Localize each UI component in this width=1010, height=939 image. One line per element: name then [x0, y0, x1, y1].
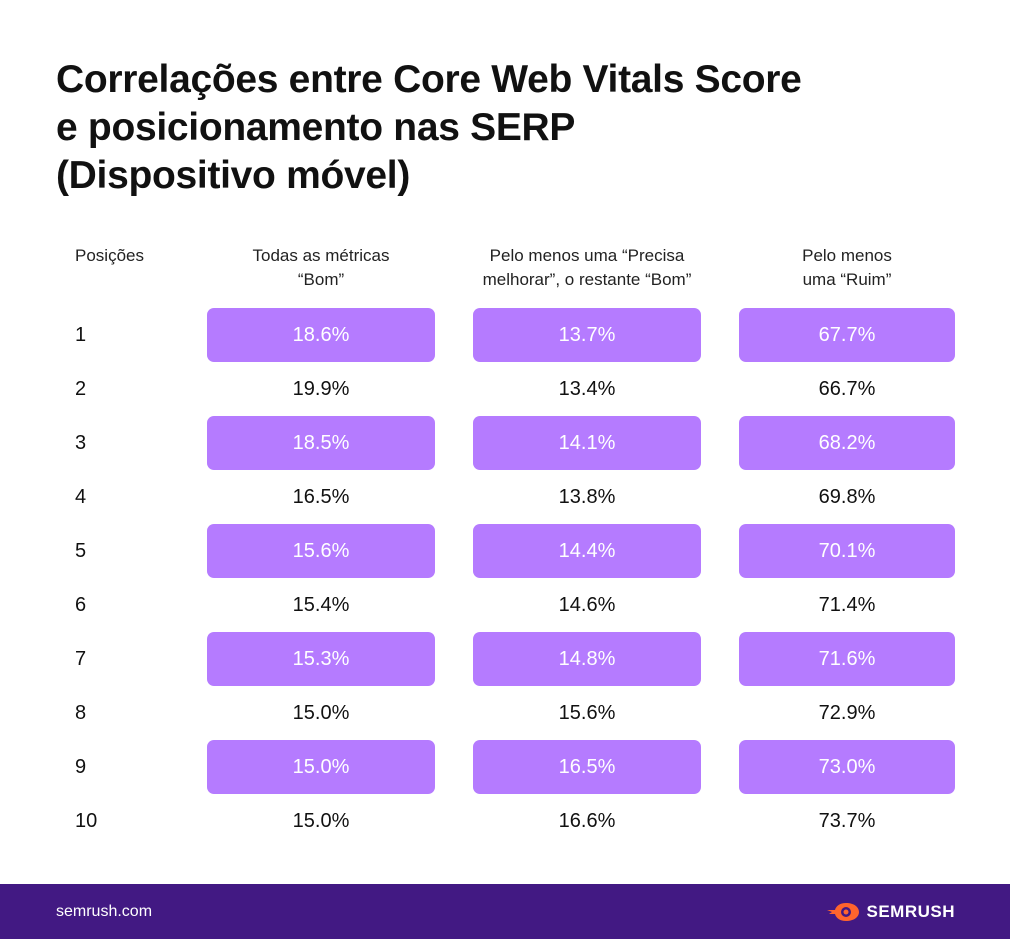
value-cell-c3: 68.2% [739, 416, 955, 470]
rank-label: 4 [75, 486, 87, 508]
rank-label: 8 [75, 702, 87, 724]
value-cell-c3: 71.6% [739, 632, 955, 686]
value-cell-c3: 67.7% [739, 308, 955, 362]
semrush-logo: SEMRUSH [826, 884, 955, 939]
table-row: 5 15.6% 14.4% 70.1% [0, 524, 1010, 578]
table-row: 8 15.0% 15.6% 72.9% [0, 686, 1010, 740]
rank-label: 2 [75, 378, 87, 400]
table-row: 9 15.0% 16.5% 73.0% [0, 740, 1010, 794]
chart-title: Correlações entre Core Web Vitals Score … [56, 56, 956, 200]
value-cell-c1: 15.0% [292, 702, 350, 724]
value-cell-c1: 15.3% [207, 632, 435, 686]
value-cell-c2: 13.7% [473, 308, 701, 362]
table-row: 10 15.0% 16.6% 73.7% [0, 794, 1010, 848]
value-cell-c1: 15.4% [292, 594, 350, 616]
header-label: Todas as métricas [252, 246, 390, 265]
value-cell-c2: 16.6% [558, 810, 616, 832]
value-cell-c3: 66.7% [818, 378, 876, 400]
value-cell-c1: 15.0% [292, 810, 350, 832]
header-label: melhorar”, o restante “Bom” [482, 270, 692, 289]
value-cell-c3: 69.8% [818, 486, 876, 508]
value-cell-c2: 13.8% [558, 486, 616, 508]
header-col3: Pelo menos uma “Ruim” [739, 244, 955, 292]
rank-label: 7 [75, 648, 87, 670]
table-row: 3 18.5% 14.1% 68.2% [0, 416, 1010, 470]
title-line: (Dispositivo móvel) [56, 154, 411, 197]
value-cell-c2: 14.6% [558, 594, 616, 616]
header-label: Pelo menos [802, 246, 892, 265]
value-cell-c1: 15.6% [207, 524, 435, 578]
title-line: Correlações entre Core Web Vitals Score [56, 58, 802, 101]
value-cell-c1: 16.5% [292, 486, 350, 508]
rank-label: 5 [75, 540, 87, 562]
value-cell-c2: 15.6% [558, 702, 616, 724]
footer-bar: semrush.com SEMRUSH [0, 884, 1010, 939]
rank-label: 1 [75, 324, 87, 346]
value-cell-c2: 14.4% [473, 524, 701, 578]
header-col1: Todas as métricas “Bom” [207, 244, 435, 292]
table-row: 7 15.3% 14.8% 71.6% [0, 632, 1010, 686]
footer-site: semrush.com [56, 903, 153, 920]
table-row: 4 16.5% 13.8% 69.8% [0, 470, 1010, 524]
semrush-fire-icon [827, 902, 860, 921]
header-label: Posições [75, 246, 144, 265]
table-row: 6 15.4% 14.6% 71.4% [0, 578, 1010, 632]
value-cell-c3: 71.4% [818, 594, 876, 616]
value-cell-c1: 19.9% [292, 378, 350, 400]
rank-label: 6 [75, 594, 87, 616]
header-label: uma “Ruim” [802, 270, 892, 289]
title-line: e posicionamento nas SERP [56, 106, 576, 149]
value-cell-c2: 14.8% [473, 632, 701, 686]
header-col2: Pelo menos uma “Precisa melhorar”, o res… [463, 244, 711, 292]
value-cell-c2: 14.1% [473, 416, 701, 470]
value-cell-c3: 73.7% [818, 810, 876, 832]
rank-label: 3 [75, 432, 87, 454]
header-label: Pelo menos uma “Precisa [489, 246, 685, 265]
value-cell-c3: 73.0% [739, 740, 955, 794]
value-cell-c1: 18.6% [207, 308, 435, 362]
rank-label: 10 [75, 810, 98, 832]
brand-name: SEMRUSH [866, 901, 955, 921]
value-cell-c1: 15.0% [207, 740, 435, 794]
header-positions: Posições [75, 244, 144, 268]
value-cell-c3: 70.1% [739, 524, 955, 578]
table-row: 1 18.6% 13.7% 67.7% [0, 308, 1010, 362]
value-cell-c2: 13.4% [558, 378, 616, 400]
value-cell-c2: 16.5% [473, 740, 701, 794]
rank-label: 9 [75, 756, 87, 778]
value-cell-c3: 72.9% [818, 702, 876, 724]
value-cell-c1: 18.5% [207, 416, 435, 470]
header-label: “Bom” [297, 270, 345, 289]
table-row: 2 19.9% 13.4% 66.7% [0, 362, 1010, 416]
